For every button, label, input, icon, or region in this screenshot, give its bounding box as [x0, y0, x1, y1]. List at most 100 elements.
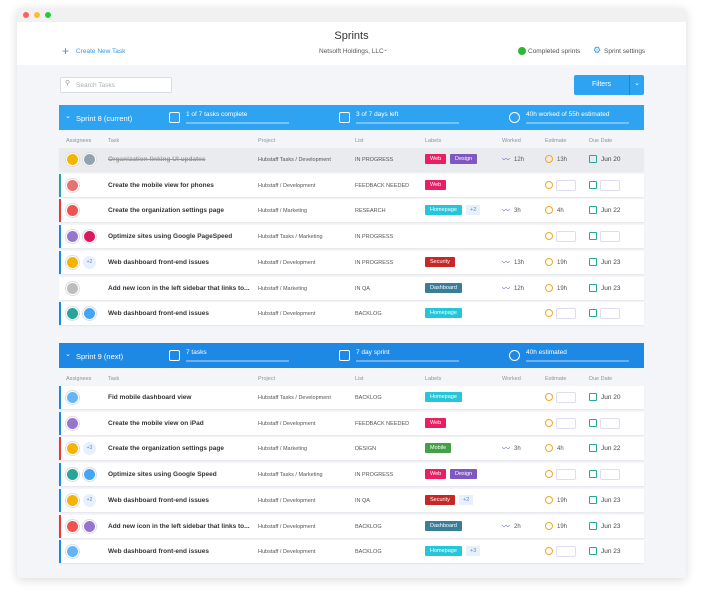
label[interactable]: Homepage — [425, 205, 462, 216]
max-dot[interactable] — [45, 12, 51, 18]
task-row[interactable] — [59, 488, 644, 512]
due-date: Jun 22 — [601, 445, 621, 453]
task-title[interactable]: Fid mobile dashboard view — [108, 394, 192, 401]
task-title[interactable]: Web dashboard front-end issues — [108, 548, 210, 556]
project: Hubstaff / Development — [258, 311, 316, 318]
project: Hubstaff Tasks / Development — [258, 157, 331, 163]
task-title[interactable]: Create the mobile view for phones — [108, 181, 214, 189]
collapse-caret[interactable]: ⌄ — [65, 113, 71, 120]
worked: 12h — [514, 285, 525, 292]
label[interactable]: Design — [450, 154, 478, 164]
task-title[interactable]: Web dashboard front-end issues — [108, 258, 210, 266]
avatar — [66, 153, 79, 166]
sprint-name[interactable]: Sprint 9 (next) — [76, 352, 124, 361]
label[interactable]: Dashboard — [425, 282, 462, 293]
task-row[interactable] — [59, 540, 644, 564]
label[interactable]: Dashboard — [425, 520, 462, 531]
due-icon — [589, 547, 597, 556]
sprint-hours: 40h worked of 55h estimated — [526, 111, 610, 118]
task-title[interactable]: Add new icon in the left sidebar that li… — [108, 284, 250, 292]
calendar-icon — [339, 112, 350, 123]
label[interactable]: Homepage — [425, 392, 462, 402]
label[interactable]: Web — [425, 469, 447, 480]
estimate-input[interactable] — [556, 179, 576, 191]
due-input[interactable] — [600, 469, 620, 481]
task-row[interactable] — [59, 302, 644, 326]
avatar — [66, 307, 79, 321]
project: Hubstaff Tasks / Marketing — [258, 234, 323, 241]
page-title: Sprints — [334, 30, 369, 42]
task-title[interactable]: Create the mobile view on iPad — [108, 419, 204, 427]
due-input[interactable] — [600, 231, 620, 243]
task-title[interactable]: Organization linking UI updates — [108, 156, 206, 163]
task-row[interactable] — [59, 250, 644, 274]
min-dot[interactable] — [34, 12, 40, 18]
plus-icon[interactable]: + — [62, 44, 70, 58]
task-row[interactable] — [59, 386, 644, 409]
close-dot[interactable] — [23, 12, 29, 18]
sprint-header — [59, 343, 644, 368]
avatar — [83, 468, 96, 482]
task-title[interactable]: Add new icon in the left sidebar that li… — [108, 522, 250, 530]
list: FEEDBACK NEEDED — [355, 420, 410, 427]
task-row[interactable] — [59, 437, 644, 461]
estimate-input[interactable] — [556, 546, 576, 558]
sprint-name[interactable]: Sprint 8 (current) — [76, 114, 133, 123]
estimate-icon — [545, 257, 553, 266]
worked: 3h — [514, 208, 521, 215]
label[interactable]: Web — [425, 417, 447, 428]
task-row[interactable] — [59, 514, 644, 538]
label[interactable]: Design — [450, 469, 478, 480]
task-row[interactable] — [59, 276, 644, 300]
progress-track — [186, 122, 289, 124]
task-row[interactable] — [59, 173, 644, 197]
label[interactable]: Mobile — [425, 443, 452, 454]
filters-button[interactable] — [574, 75, 644, 95]
label[interactable]: Web — [425, 179, 447, 190]
estimate: 19h — [557, 285, 568, 292]
label[interactable]: Web — [425, 154, 447, 164]
task-title[interactable]: Web dashboard front-end issues — [108, 310, 210, 318]
org-caret[interactable]: ⌄ — [383, 47, 389, 53]
task-title[interactable]: Optimize sites using Google Speed — [108, 471, 217, 479]
estimate-input[interactable] — [556, 231, 576, 243]
completed-sprints[interactable]: Completed sprints — [528, 48, 581, 55]
list: DESIGN — [355, 446, 377, 453]
task-row[interactable] — [59, 148, 644, 171]
due-input[interactable] — [600, 417, 620, 429]
task-title[interactable]: Create the organization settings page — [108, 445, 224, 453]
filters-label[interactable]: Filters — [591, 81, 612, 88]
task-title[interactable]: Web dashboard front-end issues — [108, 496, 210, 504]
sprint-days: 7 day sprint — [356, 349, 390, 356]
task-title[interactable]: Create the organization settings page — [108, 207, 224, 215]
task-title[interactable]: Optimize sites using Google PageSpeed — [108, 233, 233, 241]
worked-icon: 〰 — [502, 521, 510, 531]
search-box[interactable] — [60, 77, 172, 93]
label[interactable]: Homepage — [425, 546, 462, 557]
estimate-input[interactable] — [556, 392, 576, 403]
estimate-input[interactable] — [556, 308, 576, 320]
project: Hubstaff Tasks / Marketing — [258, 472, 323, 479]
org-switcher[interactable]: Netsolft Holdings, LLC — [319, 48, 384, 55]
estimate-input[interactable] — [556, 417, 576, 429]
worked-icon: 〰 — [502, 257, 510, 267]
filters-caret[interactable]: ⌄ — [629, 75, 644, 95]
task-row[interactable] — [59, 225, 644, 249]
task-row[interactable] — [59, 463, 644, 487]
collapse-caret[interactable]: ⌄ — [65, 351, 71, 358]
sprint-settings[interactable]: Sprint settings — [604, 48, 646, 55]
create-task[interactable]: Create New Task — [76, 48, 126, 55]
label[interactable]: Security — [425, 256, 455, 267]
due-icon — [589, 257, 597, 266]
project: Hubstaff / Development — [258, 182, 316, 189]
label[interactable]: Homepage — [425, 308, 462, 319]
avatar — [66, 391, 79, 404]
estimate-input[interactable] — [556, 469, 576, 481]
check-icon — [518, 47, 526, 55]
task-row[interactable] — [59, 411, 644, 435]
due-input[interactable] — [600, 308, 620, 320]
label[interactable]: Security — [425, 494, 455, 505]
task-row[interactable] — [59, 199, 644, 223]
due-input[interactable] — [600, 179, 620, 191]
due-icon — [589, 309, 597, 318]
